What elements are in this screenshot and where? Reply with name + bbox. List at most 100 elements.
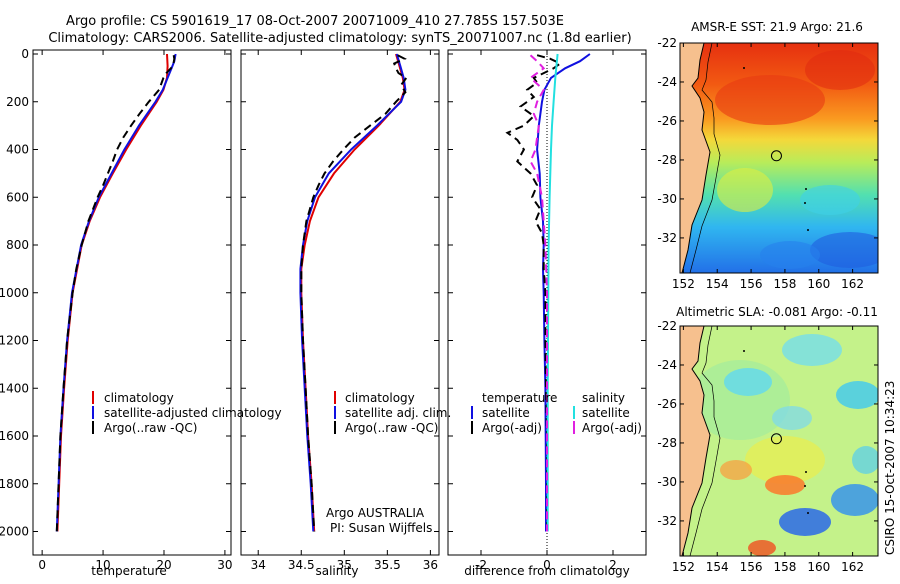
series-line-salinity-argo-adj <box>528 54 548 532</box>
x-tick-label: 0 <box>543 558 551 572</box>
lon-tick-label: 156 <box>740 560 763 574</box>
land-mask <box>680 43 710 273</box>
difference-axis-label: difference from climatology <box>464 564 630 578</box>
sla-map-title: Altimetric SLA: -0.081 Argo: -0.11 <box>676 305 878 319</box>
series-line-temperature-satellite <box>536 53 591 532</box>
reef-dot <box>805 188 807 190</box>
series-line-satellite-adjusted-climatology <box>55 53 177 532</box>
sst-warm-patch <box>715 75 825 125</box>
sla-map-axes: 152 154 156 158 160 162 -22 -24 -26 -28 -30 -32 <box>657 319 878 574</box>
sla-patch-cyan <box>836 381 878 409</box>
sla-patch-red <box>748 540 776 556</box>
lat-tick-label: -22 <box>657 36 677 50</box>
x-tick-label: 34 <box>251 558 266 572</box>
salinity-axis-label: salinity <box>315 564 358 578</box>
salinity-x-axis: 34 34.5 35 35.5 36 <box>251 50 438 572</box>
depth-tick-label: 200 <box>6 95 29 109</box>
lon-tick-label: 158 <box>773 277 796 291</box>
lat-tick-label: -32 <box>657 514 677 528</box>
figure-title-line1: Argo profile: CS 5901619_17 08-Oct-2007 … <box>66 14 564 29</box>
depth-tick-label: 1400 <box>0 381 29 395</box>
series-line-argo-raw-qc <box>300 54 408 532</box>
sla-patch-cyan <box>852 446 878 474</box>
legend-entry-argo-raw: Argo(..raw -QC) <box>104 421 197 435</box>
legend-entry-climatology: climatology <box>345 391 415 405</box>
lon-tick-label: 154 <box>706 560 729 574</box>
sst-blue-patch <box>810 232 878 268</box>
float-position-marker <box>770 150 782 162</box>
depth-axis: 0 200 400 600 800 1000 1200 1400 1600 1800 2000 <box>0 47 646 539</box>
lat-tick-label: -22 <box>657 319 677 333</box>
salinity-legend: climatology satellite adj. clim. Argo(..… <box>334 391 451 435</box>
land-mask <box>680 326 710 556</box>
float-position-marker <box>770 433 782 445</box>
shelf-contour <box>689 326 721 556</box>
reef-dot <box>804 202 806 204</box>
sst-map-title: AMSR-E SST: 21.9 Argo: 21.6 <box>691 20 863 34</box>
temperature-series <box>55 53 177 532</box>
series-line-salinity-satellite <box>546 53 559 532</box>
series-line-climatology <box>56 53 169 532</box>
sla-patch-cyan <box>724 368 772 396</box>
legend-entry-climatology: climatology <box>104 391 174 405</box>
x-tick-label: 30 <box>217 558 232 572</box>
legend-entry-temp-argo: Argo(-adj) <box>482 421 542 435</box>
x-tick-label: 10 <box>95 558 110 572</box>
depth-tick-label: 1000 <box>0 286 29 300</box>
reef-dot <box>807 229 809 231</box>
lat-tick-label: -24 <box>657 358 677 372</box>
lat-tick-label: -26 <box>657 397 677 411</box>
legend-entry-sal-satellite: satellite <box>582 406 630 420</box>
legend-title-salinity: salinity <box>582 391 625 405</box>
lat-tick-label: -28 <box>657 153 677 167</box>
depth-tick-label: 400 <box>6 143 29 157</box>
difference-x-axis: -2 0 2 <box>475 50 617 572</box>
legend-entry-satellite-adjusted: satellite-adjusted climatology <box>104 406 282 420</box>
temperature-legend: climatology satellite-adjusted climatolo… <box>92 391 282 435</box>
difference-legend: temperature salinity satellite Argo(-adj… <box>471 391 642 435</box>
depth-tick-label: 1200 <box>0 334 29 348</box>
series-line-argo-raw-qc <box>55 55 176 532</box>
sst-warm-patch <box>805 50 875 90</box>
x-tick-label: 36 <box>423 558 438 572</box>
lon-tick-label: 152 <box>672 560 695 574</box>
lon-tick-label: 156 <box>740 277 763 291</box>
temperature-x-axis: 0 10 20 30 <box>38 50 233 572</box>
sla-map <box>680 326 878 556</box>
legend-entry-sal-argo: Argo(-adj) <box>582 421 642 435</box>
sla-patch-blue <box>779 508 831 536</box>
reef-dot <box>743 350 745 352</box>
sla-patch-cyan <box>782 334 842 366</box>
x-tick-label: 35 <box>337 558 352 572</box>
sst-map <box>680 43 878 273</box>
credit-line2: PI: Susan Wijffels <box>330 521 432 535</box>
lat-tick-label: -28 <box>657 436 677 450</box>
salinity-series <box>299 53 408 532</box>
series-line-climatology <box>300 53 406 532</box>
legend-entry-temp-satellite: satellite <box>482 406 530 420</box>
reef-dot <box>804 485 806 487</box>
depth-tick-label: 2000 <box>0 525 29 539</box>
series-line-satellite-adj-clim <box>299 53 407 532</box>
lon-tick-label: 152 <box>672 277 695 291</box>
coastline <box>681 43 711 273</box>
lat-tick-label: -32 <box>657 231 677 245</box>
sst-map-axes: 152 154 156 158 160 162 -22 -24 -26 -28 -30 -32 <box>657 36 878 291</box>
lat-tick-label: -30 <box>657 475 677 489</box>
x-tick-label: -2 <box>475 558 487 572</box>
reef-dot <box>743 67 745 69</box>
lon-tick-label: 160 <box>807 277 830 291</box>
sla-patch-orange <box>720 460 752 480</box>
depth-tick-label: 0 <box>21 47 29 61</box>
sst-cyan-patch <box>800 185 860 215</box>
sla-patch-blue <box>831 484 878 516</box>
depth-tick-label: 800 <box>6 238 29 252</box>
sst-yellow-patch <box>717 168 773 212</box>
sla-patch-cyan <box>772 406 812 430</box>
depth-tick-label: 1800 <box>0 477 29 491</box>
sla-patch-orange <box>765 475 805 495</box>
lon-tick-label: 162 <box>841 277 864 291</box>
figure-title-line2: Climatology: CARS2006. Satellite-adjuste… <box>48 31 631 46</box>
temperature-axis-label: temperature <box>91 564 166 578</box>
shelf-contour <box>689 43 721 273</box>
